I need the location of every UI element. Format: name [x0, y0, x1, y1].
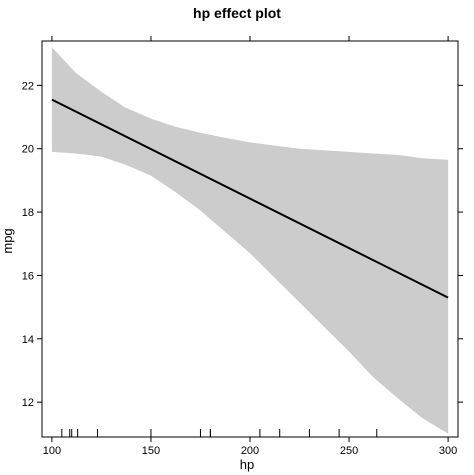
x-tick-label: 300	[439, 445, 457, 457]
y-tick-label: 20	[22, 144, 34, 156]
plot-area: 100 150 200 250 300 12 14 16 18 20 22	[22, 36, 463, 457]
y-tick-label: 16	[22, 270, 34, 282]
confidence-band	[51, 47, 449, 434]
x-tick-label: 150	[142, 445, 160, 457]
y-tick-label: 22	[22, 80, 34, 92]
y-tick-label: 14	[22, 334, 34, 346]
y-tick-label: 18	[22, 207, 34, 219]
x-tick-label: 250	[340, 445, 358, 457]
x-tick-label: 100	[43, 445, 61, 457]
rug	[61, 429, 378, 437]
x-tick-label: 200	[241, 445, 259, 457]
x-axis-label: hp	[240, 457, 254, 472]
chart-title: hp effect plot	[193, 5, 281, 21]
y-axis-label: mpg	[0, 228, 15, 253]
fitted-line	[51, 98, 449, 299]
y-tick-label: 12	[22, 397, 34, 409]
